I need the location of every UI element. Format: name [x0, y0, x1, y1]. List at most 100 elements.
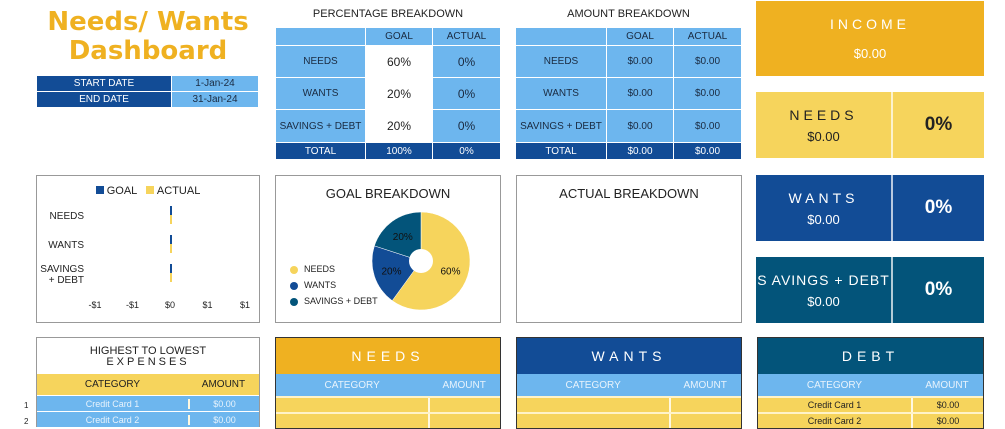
title-line-2: Dashboard — [68, 36, 228, 66]
pie-slice-wants — [371, 245, 422, 301]
needs-list: NEEDS CATEGORY AMOUNT — [275, 337, 501, 429]
list-item[interactable]: Credit Card 2 $0.00 — [758, 412, 983, 428]
dashboard-title: Needs/ Wants Dashboard — [30, 8, 266, 66]
amount-table: GOAL ACTUAL NEEDS $0.00 $0.00 WANTS $0.00 $0.… — [515, 27, 742, 160]
actual-pct: 0% — [432, 109, 501, 143]
goal-amount: $0.00 — [606, 109, 674, 143]
legend-actual: ACTUAL — [156, 185, 201, 197]
wants-card-value: $0.00 — [807, 211, 840, 227]
bar-category-label: NEEDS — [49, 211, 84, 222]
legend-label: WANTS — [304, 280, 337, 290]
savings-card: S AVINGS + DEBT $0.00 0% — [756, 257, 984, 323]
bar-goal — [170, 206, 172, 215]
pie-hole — [409, 249, 433, 273]
actual-amount: $0.00 — [673, 109, 742, 143]
highest-title: HIGHEST TO LOWEST — [89, 345, 207, 357]
goal-breakdown-title: GOAL BREAKDOWN — [325, 186, 451, 201]
legend-dot — [290, 297, 298, 306]
needs-card: NEEDS $0.00 0% — [756, 92, 984, 158]
header-category: CATEGORY — [84, 379, 141, 390]
pie-data-label: 20% — [382, 267, 402, 278]
end-date-value[interactable]: 31-Jan-24 — [171, 91, 259, 108]
pie-legend: NEEDS WANTS SAVINGS + DEBT — [290, 261, 378, 309]
start-date-value[interactable]: 1-Jan-24 — [171, 75, 259, 92]
legend-item: WANTS — [290, 277, 378, 293]
total-actual: $0.00 — [673, 142, 742, 160]
total-label: TOTAL — [515, 142, 607, 160]
wants-list: WANTS CATEGORY AMOUNT — [516, 337, 742, 429]
legend-item: NEEDS — [290, 261, 378, 277]
category: Credit Card 2 — [807, 416, 862, 426]
needs-card-pct: 0% — [891, 92, 984, 158]
bar-goal — [170, 264, 172, 273]
total-goal: $0.00 — [606, 142, 674, 160]
pie-slice-savings-debt — [374, 211, 422, 262]
list-item[interactable] — [517, 412, 741, 428]
list-item[interactable]: Credit Card 1 $0.00 — [758, 396, 983, 412]
legend-goal-swatch — [95, 186, 104, 194]
income-label: INCOME — [830, 16, 910, 32]
goal-vs-actual-bar-chart: GOAL ACTUAL NEEDS WANTS SAVINGS + DEBT -$1 -… — [36, 175, 260, 323]
x-tick-label: -$1 — [125, 300, 139, 310]
needs-card-value: $0.00 — [807, 128, 840, 144]
actual-amount: $0.00 — [673, 45, 742, 78]
goal-pie: 60% 20% 20% — [371, 211, 471, 311]
wants-card-pct: 0% — [891, 175, 984, 241]
header-amount: AMOUNT — [925, 379, 969, 391]
category: Credit Card 1 — [807, 400, 862, 410]
header-goal: GOAL — [365, 27, 433, 46]
actual-amount: $0.00 — [673, 77, 742, 110]
amount: $0.00 — [187, 414, 259, 425]
legend-goal: GOAL — [106, 185, 138, 197]
pie-data-label: 20% — [393, 232, 413, 243]
header-amount: AMOUNT — [442, 379, 486, 391]
goal-pct[interactable]: 60% — [365, 45, 433, 78]
row-label: WANTS — [515, 77, 607, 110]
amount-breakdown-title: AMOUNT BREAKDOWN — [567, 8, 690, 20]
goal-amount: $0.00 — [606, 77, 674, 110]
bar-legend: GOAL ACTUAL — [37, 185, 259, 197]
goal-pct[interactable]: 20% — [365, 77, 433, 110]
list-item[interactable]: Credit Card 1 $0.00 — [37, 395, 259, 411]
row-number: 2 — [24, 417, 29, 426]
actual-pct: 0% — [432, 45, 501, 78]
header-amount: AMOUNT — [201, 379, 246, 390]
percentage-breakdown-title: PERCENTAGE BREAKDOWN — [312, 8, 464, 20]
goal-amount: $0.00 — [606, 45, 674, 78]
row-label: NEEDS — [275, 45, 366, 78]
list-item[interactable] — [517, 396, 741, 412]
x-tick-label: $1 — [239, 300, 250, 310]
list-item[interactable] — [276, 412, 500, 428]
income-value: $0.00 — [853, 46, 887, 61]
date-table: START DATE 1-Jan-24 END DATE 31-Jan-24 — [36, 75, 259, 108]
total-label: TOTAL — [275, 142, 366, 160]
row-label: SAVINGS + DEBT — [515, 109, 607, 143]
legend-actual-swatch — [146, 186, 155, 194]
legend-item: SAVINGS + DEBT — [290, 293, 378, 309]
goal-pct[interactable]: 20% — [365, 109, 433, 143]
total-actual: 0% — [432, 142, 501, 160]
row-label: NEEDS — [515, 45, 607, 78]
legend-dot — [290, 265, 298, 274]
debt-list: DEBT CATEGORY AMOUNT Credit Card 1 $0.00 C… — [757, 337, 984, 429]
pie-data-label: 60% — [440, 267, 460, 278]
header-actual: ACTUAL — [432, 27, 501, 46]
x-tick-label: $0 — [164, 300, 175, 310]
bar-actual — [170, 244, 172, 253]
total-goal: 100% — [365, 142, 433, 160]
debt-list-title: DEBT — [758, 338, 983, 374]
actual-pct: 0% — [432, 77, 501, 110]
x-tick-label: -$1 — [88, 300, 102, 310]
amount: $0.00 — [911, 414, 983, 428]
bar-category-label: SAVINGS + DEBT — [40, 264, 84, 286]
header-amount: AMOUNT — [683, 379, 727, 391]
row-label: SAVINGS + DEBT — [275, 109, 366, 143]
legend-dot — [290, 281, 298, 290]
bar-actual — [170, 273, 172, 282]
list-item[interactable] — [276, 396, 500, 412]
legend-label: SAVINGS + DEBT — [304, 296, 378, 306]
goal-breakdown-chart: GOAL BREAKDOWN NEEDS WANTS SAVINGS + DEBT … — [275, 175, 501, 323]
list-item[interactable]: Credit Card 2 $0.00 — [37, 411, 259, 427]
x-tick-label: $1 — [202, 300, 213, 310]
actual-breakdown-title: ACTUAL BREAKDOWN — [559, 186, 699, 201]
